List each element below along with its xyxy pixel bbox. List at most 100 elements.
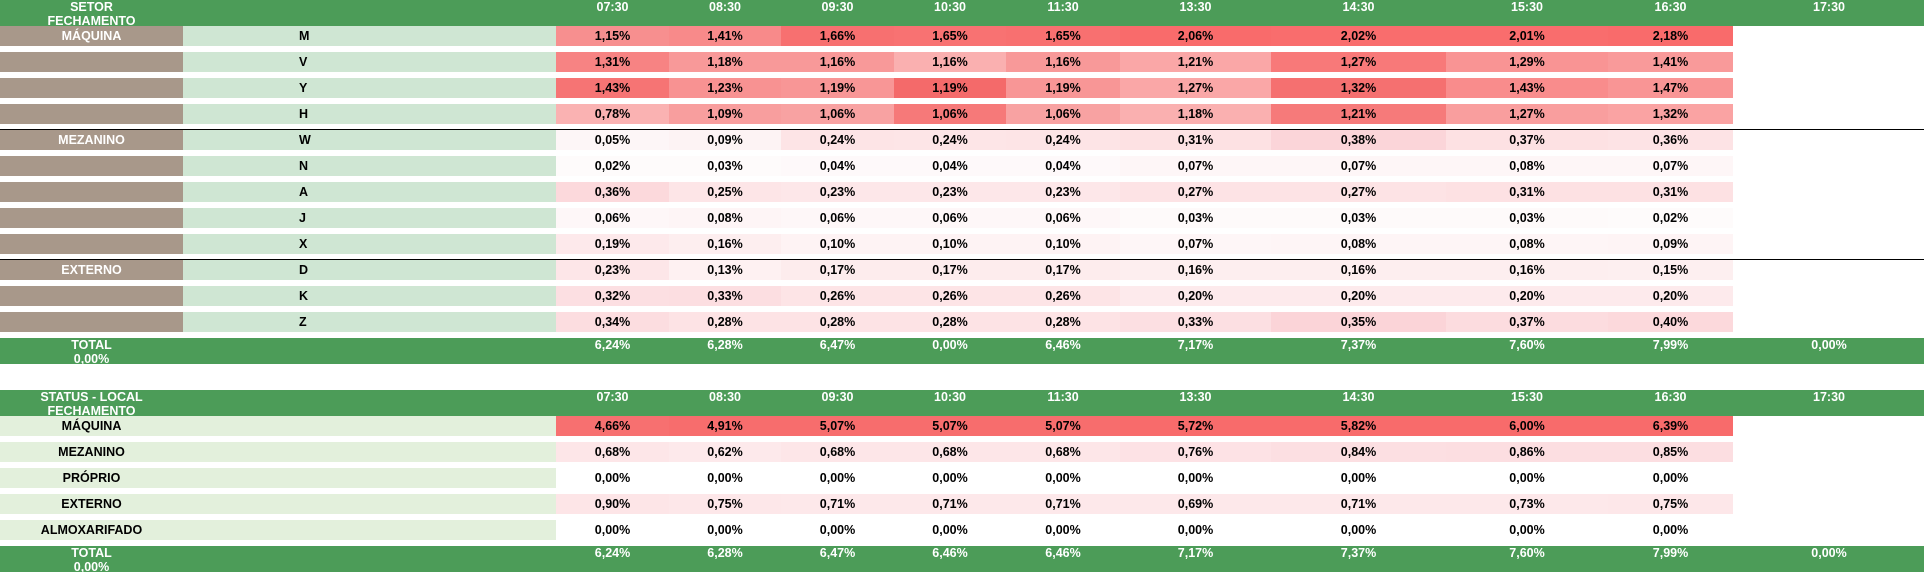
row-code[interactable]: Y xyxy=(183,78,556,98)
empty-cell[interactable] xyxy=(0,436,183,442)
value-cell[interactable]: 0,20% xyxy=(1608,286,1733,306)
total-value[interactable]: 7,60% xyxy=(1509,546,1545,560)
empty-cell[interactable] xyxy=(1733,442,1924,462)
time-header[interactable]: 14:30 xyxy=(1342,390,1375,404)
value-cell[interactable]: 5,07% xyxy=(894,416,1006,436)
value-cell[interactable]: 0,16% xyxy=(669,234,781,254)
value-cell[interactable]: 0,13% xyxy=(669,260,781,280)
time-header[interactable]: 07:30 xyxy=(596,0,629,14)
value-cell[interactable]: 0,17% xyxy=(781,260,894,280)
value-cell[interactable]: 1,06% xyxy=(894,104,1006,124)
value-cell[interactable]: 0,04% xyxy=(781,156,894,176)
time-header[interactable]: FECHAMENTO xyxy=(47,404,136,418)
empty-cell[interactable] xyxy=(0,176,183,182)
value-cell[interactable]: 0,26% xyxy=(781,286,894,306)
value-cell[interactable]: 0,16% xyxy=(1271,260,1446,280)
value-cell[interactable]: 2,06% xyxy=(1120,26,1271,46)
value-cell[interactable]: 0,27% xyxy=(1271,182,1446,202)
row-code[interactable]: W xyxy=(183,130,556,150)
row-code[interactable]: N xyxy=(183,156,556,176)
value-cell[interactable]: 1,09% xyxy=(669,104,781,124)
value-cell[interactable]: 1,06% xyxy=(1006,104,1120,124)
time-header[interactable]: 11:30 xyxy=(1047,0,1079,14)
status-name[interactable]: ALMOXARIFADO xyxy=(0,520,183,540)
value-cell[interactable]: 0,20% xyxy=(1120,286,1271,306)
value-cell[interactable]: 0,27% xyxy=(1120,182,1271,202)
value-cell[interactable]: 1,23% xyxy=(669,78,781,98)
value-cell[interactable]: 0,75% xyxy=(1608,494,1733,514)
value-cell[interactable]: 4,66% xyxy=(556,416,669,436)
time-header[interactable]: 15:30 xyxy=(1511,0,1543,14)
empty-cell[interactable] xyxy=(1733,416,1924,436)
value-cell[interactable]: 0,00% xyxy=(1271,520,1446,540)
value-cell[interactable]: 1,19% xyxy=(781,78,894,98)
empty-cell[interactable] xyxy=(1733,156,1924,176)
total-value[interactable]: 7,99% xyxy=(1652,338,1689,352)
value-cell[interactable]: 0,86% xyxy=(1446,442,1608,462)
value-cell[interactable]: 0,06% xyxy=(781,208,894,228)
empty-cell[interactable] xyxy=(0,72,183,78)
value-cell[interactable]: 1,32% xyxy=(1271,78,1446,98)
value-cell[interactable]: 6,00% xyxy=(1446,416,1608,436)
value-cell[interactable]: 1,15% xyxy=(556,26,669,46)
value-cell[interactable]: 0,31% xyxy=(1120,130,1271,150)
time-header[interactable]: 09:30 xyxy=(821,390,854,404)
value-cell[interactable]: 0,71% xyxy=(781,494,894,514)
time-header[interactable]: 08:30 xyxy=(709,390,741,404)
value-cell[interactable]: 0,06% xyxy=(1006,208,1120,228)
value-cell[interactable]: 2,18% xyxy=(1608,26,1733,46)
row-code[interactable]: Z xyxy=(183,312,556,332)
value-cell[interactable]: 0,06% xyxy=(894,208,1006,228)
value-cell[interactable]: 0,23% xyxy=(781,182,894,202)
value-cell[interactable]: 0,32% xyxy=(556,286,669,306)
sector-name[interactable]: EXTERNO xyxy=(0,260,183,280)
total-value[interactable]: 0,00% xyxy=(73,560,110,574)
value-cell[interactable]: 0,62% xyxy=(669,442,781,462)
value-cell[interactable]: 0,68% xyxy=(894,442,1006,462)
value-cell[interactable]: 0,08% xyxy=(1271,234,1446,254)
empty-cell[interactable] xyxy=(1733,78,1924,98)
time-header[interactable]: 13:30 xyxy=(1179,390,1212,404)
header-label[interactable]: STATUS - LOCAL xyxy=(40,390,143,404)
empty-cell[interactable] xyxy=(1733,260,1924,280)
empty-cell[interactable] xyxy=(0,98,183,104)
empty-cell[interactable] xyxy=(1733,182,1924,202)
empty-cell[interactable] xyxy=(0,514,183,520)
value-cell[interactable]: 0,03% xyxy=(669,156,781,176)
time-header[interactable]: 16:30 xyxy=(1654,390,1687,404)
row-code[interactable]: X xyxy=(183,234,556,254)
value-cell[interactable]: 0,03% xyxy=(1120,208,1271,228)
value-cell[interactable]: 0,71% xyxy=(1271,494,1446,514)
value-cell[interactable]: 0,17% xyxy=(1006,260,1120,280)
empty-cell[interactable] xyxy=(1733,52,1924,72)
value-cell[interactable]: 0,09% xyxy=(669,130,781,150)
value-cell[interactable]: 0,09% xyxy=(1608,234,1733,254)
sector-name[interactable]: MÁQUINA xyxy=(0,26,183,46)
value-cell[interactable]: 0,07% xyxy=(1120,156,1271,176)
value-cell[interactable]: 1,27% xyxy=(1120,78,1271,98)
value-cell[interactable]: 0,08% xyxy=(1446,234,1608,254)
empty-cell[interactable] xyxy=(1733,208,1924,228)
time-header[interactable]: 17:30 xyxy=(1813,0,1845,14)
total-value[interactable]: 6,46% xyxy=(932,546,968,560)
value-cell[interactable]: 0,71% xyxy=(1006,494,1120,514)
value-cell[interactable]: 0,31% xyxy=(1608,182,1733,202)
value-cell[interactable]: 0,03% xyxy=(1271,208,1446,228)
value-cell[interactable]: 1,27% xyxy=(1271,52,1446,72)
empty-cell[interactable] xyxy=(1733,286,1924,306)
value-cell[interactable]: 0,75% xyxy=(669,494,781,514)
value-cell[interactable]: 1,06% xyxy=(781,104,894,124)
value-cell[interactable]: 0,23% xyxy=(556,260,669,280)
value-cell[interactable]: 0,00% xyxy=(1006,468,1120,488)
value-cell[interactable]: 5,72% xyxy=(1120,416,1271,436)
value-cell[interactable]: 0,00% xyxy=(1271,468,1446,488)
value-cell[interactable]: 0,23% xyxy=(1006,182,1120,202)
value-cell[interactable]: 0,37% xyxy=(1446,130,1608,150)
value-cell[interactable]: 5,07% xyxy=(781,416,894,436)
value-cell[interactable]: 1,21% xyxy=(1120,52,1271,72)
value-cell[interactable]: 0,00% xyxy=(556,468,669,488)
value-cell[interactable]: 0,00% xyxy=(1446,520,1608,540)
empty-cell[interactable] xyxy=(1733,130,1924,150)
row-code[interactable]: V xyxy=(183,52,556,72)
value-cell[interactable]: 0,33% xyxy=(669,286,781,306)
